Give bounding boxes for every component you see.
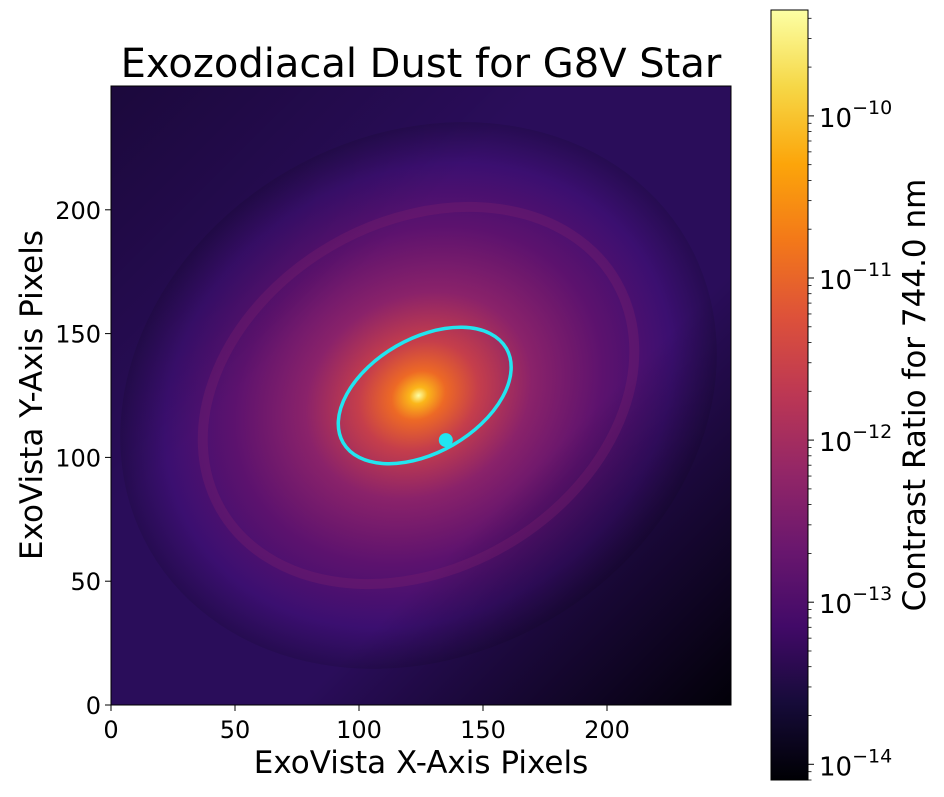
y-tick-label: 100 bbox=[55, 444, 101, 472]
x-axis-label: ExoVista X-Axis Pixels bbox=[254, 745, 588, 781]
x-axis: 0 50 100 150 200 bbox=[103, 705, 630, 744]
y-tick-label: 50 bbox=[70, 568, 101, 596]
colorbar-ticks: 10−14 10−13 10−12 10−11 10−10 bbox=[808, 17, 892, 782]
y-axis-label: ExoVista Y-Axis Pixels bbox=[14, 230, 50, 560]
heatmap-plot-area bbox=[110, 85, 732, 706]
colorbar-tick-label: 10−10 bbox=[819, 97, 892, 134]
y-tick-label: 200 bbox=[55, 197, 101, 225]
planet-marker bbox=[438, 433, 453, 448]
x-tick-label: 50 bbox=[220, 716, 251, 744]
plot-frame bbox=[110, 85, 732, 706]
chart-title: Exozodiacal Dust for G8V Star bbox=[121, 41, 722, 87]
colorbar-tick-label: 10−12 bbox=[819, 421, 892, 458]
colorbar-tick-label: 10−13 bbox=[819, 583, 892, 620]
dust-shading-overlay bbox=[111, 86, 731, 705]
planet-orbit-ellipse bbox=[336, 325, 513, 466]
dust-ring-feature bbox=[197, 201, 640, 590]
colorbar: 10−14 10−13 10−12 10−11 10−10 bbox=[770, 9, 892, 782]
y-tick-label: 0 bbox=[86, 692, 101, 720]
y-axis: 0 50 100 150 200 bbox=[55, 197, 111, 720]
x-tick-label: 150 bbox=[460, 716, 506, 744]
colorbar-tick-label: 10−11 bbox=[819, 259, 892, 296]
colorbar-label: Contrast Ratio for 744.0 nm bbox=[897, 179, 933, 612]
colorbar-tick-label: 10−14 bbox=[819, 745, 892, 782]
x-tick-label: 0 bbox=[103, 716, 118, 744]
colorbar-gradient bbox=[770, 9, 809, 781]
x-tick-label: 100 bbox=[336, 716, 382, 744]
x-tick-label: 200 bbox=[584, 716, 630, 744]
y-tick-label: 150 bbox=[55, 321, 101, 349]
